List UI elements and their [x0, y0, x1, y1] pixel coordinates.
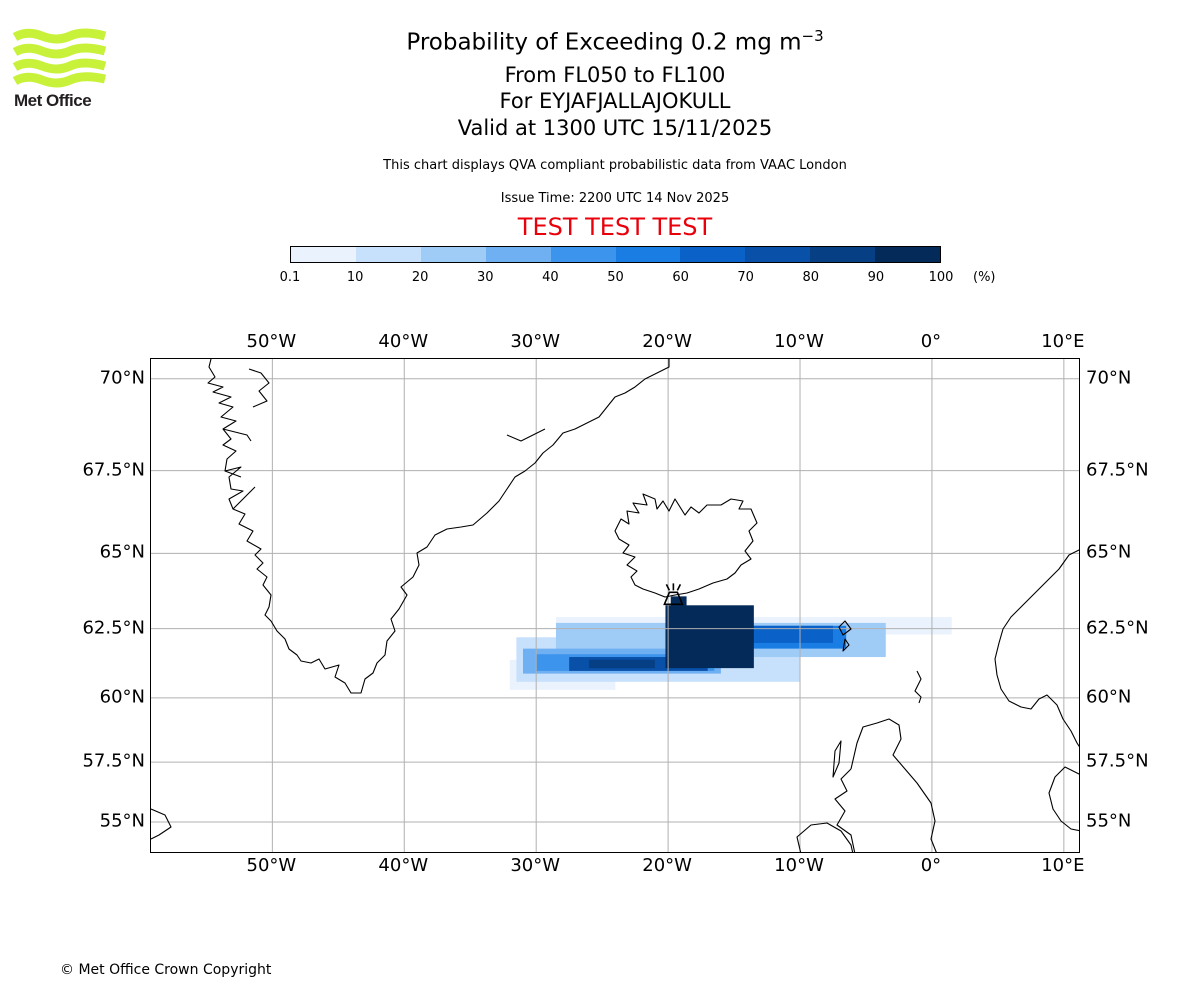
colorbar-tick: 80 [802, 270, 820, 285]
lat-label-right: 70°N [1086, 367, 1132, 389]
lat-label-right: 67.5°N [1086, 459, 1149, 481]
coastline-greenland-fjord [222, 428, 252, 442]
lon-label-top: 20°W [642, 331, 692, 352]
coastline-iceland [614, 493, 758, 598]
logo-waves-icon [12, 28, 107, 88]
lon-label-bottom: 40°W [378, 855, 429, 876]
colorbar-segment [291, 247, 356, 262]
lat-label-left: 62.5°N [82, 617, 145, 639]
coastlines [151, 359, 1079, 852]
colorbar-tick: 0.1 [279, 270, 301, 285]
colorbar-tick: 60 [672, 270, 689, 285]
lat-label-left: 57.5°N [82, 750, 145, 772]
valid-time: Valid at 1300 UTC 15/11/2025 [457, 116, 773, 140]
lat-label-right: 55°N [1086, 810, 1132, 832]
test-banner: TEST TEST TEST [517, 213, 713, 241]
lat-label-right: 57.5°N [1086, 750, 1149, 772]
colorbar-tick: 10 [346, 270, 364, 285]
lat-label-right: 62.5°N [1086, 617, 1149, 639]
colorbar-unit: (%) [973, 270, 996, 285]
coastline-hebrides [832, 740, 842, 778]
volcano-icon [663, 583, 684, 606]
logo-wave [12, 43, 107, 59]
coastline-labrador [151, 808, 172, 840]
title-superscript: −3 [801, 27, 824, 45]
issue-time: Issue Time: 2200 UTC 14 Nov 2025 [500, 191, 730, 206]
colorbar-segment [680, 247, 746, 262]
copyright: © Met Office Crown Copyright [60, 962, 272, 978]
lat-label-left: 55°N [99, 810, 145, 832]
lon-label-top: 50°W [246, 331, 297, 352]
colorbar-segment [355, 247, 421, 262]
coastline-ireland [796, 822, 854, 852]
lon-label-bottom: 30°W [510, 855, 561, 876]
coastline-sweden [1048, 766, 1079, 832]
lon-label-top: 40°W [378, 331, 429, 352]
coastline-scotland [850, 718, 937, 852]
colorbar-segment [485, 247, 551, 262]
logo-wave [12, 28, 107, 44]
lat-label-left: 67.5°N [82, 459, 145, 481]
graticule [151, 359, 1079, 852]
coastline-scotland-west [834, 768, 856, 852]
lat-label-right: 60°N [1086, 686, 1132, 708]
lat-label-left: 70°N [99, 367, 145, 389]
chart-description: This chart displays QVA compliant probab… [383, 158, 847, 173]
logo-wave [12, 58, 107, 74]
lon-label-top: 0° [920, 331, 942, 352]
coastline-faroes [838, 620, 852, 652]
coastline-greenland-fjord [224, 470, 242, 478]
volcano-symbol [663, 583, 684, 606]
colorbar-segment [615, 247, 681, 262]
colorbar-tick: 70 [737, 270, 754, 285]
met-office-logo: Met Office [12, 28, 112, 114]
lon-label-bottom: 10°E [1041, 855, 1085, 876]
lat-label-right: 65°N [1086, 541, 1132, 563]
colorbar-tick: 20 [411, 270, 429, 285]
colorbar-segment [810, 247, 876, 262]
lat-label-left: 65°N [99, 541, 145, 563]
lon-label-bottom: 50°W [246, 855, 297, 876]
colorbar-segment [745, 247, 811, 262]
coastline-greenland-fjord [248, 368, 270, 408]
colorbar-tick: 40 [542, 270, 559, 285]
ash-probability-cell [670, 596, 687, 620]
colorbar-segment [550, 247, 616, 262]
lon-label-top: 30°W [510, 331, 561, 352]
coastline-greenland-fjord [232, 486, 256, 510]
lat-label-left: 60°N [99, 686, 145, 708]
coastline-greenland-fjord [506, 428, 546, 442]
flight-levels: From FL050 to FL100 [504, 63, 726, 87]
colorbar-tick: 30 [477, 270, 494, 285]
chart-title: Probability of Exceeding 0.2 mg m−3 [0, 27, 1200, 56]
map-canvas[interactable] [151, 359, 1080, 853]
lon-label-bottom: 0° [920, 855, 942, 876]
ash-probability-layer [509, 596, 952, 690]
lon-label-bottom: 10°W [774, 855, 824, 876]
colorbar-tick: 90 [867, 270, 885, 285]
colorbar-segment [420, 247, 486, 262]
coastline-shetland [914, 670, 922, 704]
coastline-greenland [207, 359, 670, 694]
lon-label-top: 10°E [1041, 331, 1085, 352]
coastline-norway [994, 549, 1079, 747]
colorbar-segment [875, 247, 941, 262]
logo-wave [12, 72, 106, 88]
colorbar-tick: 50 [607, 270, 624, 285]
logo-text: Met Office [14, 91, 92, 110]
ash-probability-cell [747, 625, 833, 643]
colorbar [290, 246, 941, 263]
title-main: Probability of Exceeding 0.2 mg m [406, 29, 802, 56]
lon-label-top: 10°W [774, 331, 824, 352]
ash-probability-cell [588, 659, 655, 669]
lon-label-bottom: 20°W [642, 855, 692, 876]
map-panel[interactable] [150, 358, 1080, 853]
volcano-name: For EYJAFJALLAJOKULL [499, 89, 731, 113]
colorbar-tick: 100 [928, 270, 954, 285]
